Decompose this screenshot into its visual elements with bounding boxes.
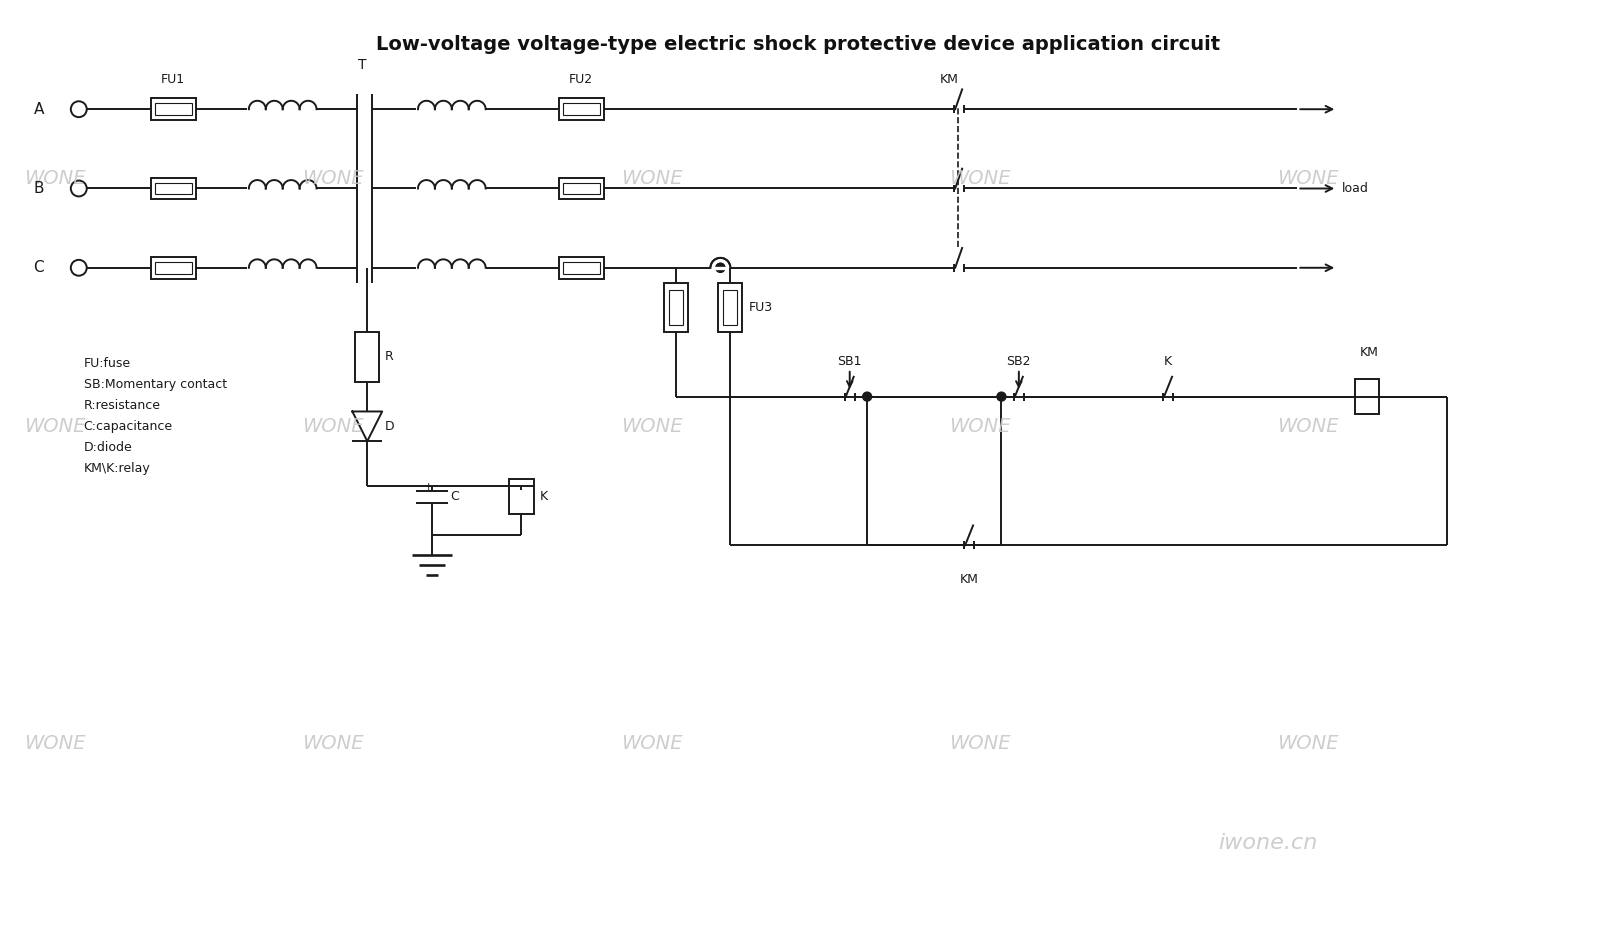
Text: K: K bbox=[1164, 356, 1172, 369]
Bar bbox=[559, 98, 604, 120]
Circle shape bbox=[715, 263, 725, 272]
Bar bbox=[559, 257, 604, 279]
Text: WONE: WONE bbox=[1278, 417, 1340, 436]
Text: KM: KM bbox=[939, 73, 958, 86]
Text: D: D bbox=[385, 419, 394, 432]
Bar bbox=[509, 480, 533, 514]
Text: FU2: FU2 bbox=[569, 73, 592, 86]
Text: WONE: WONE bbox=[24, 734, 86, 753]
Bar bbox=[562, 104, 599, 115]
Text: T: T bbox=[358, 57, 367, 71]
Text: Low-voltage voltage-type electric shock protective device application circuit: Low-voltage voltage-type electric shock … bbox=[377, 35, 1220, 54]
Text: WONE: WONE bbox=[621, 169, 682, 188]
Text: load: load bbox=[1341, 182, 1369, 195]
Text: C: C bbox=[34, 260, 45, 275]
Circle shape bbox=[997, 392, 1006, 401]
Text: +: + bbox=[425, 482, 434, 492]
Text: WONE: WONE bbox=[1278, 169, 1340, 188]
Bar bbox=[723, 290, 738, 325]
Bar bbox=[562, 182, 599, 194]
Text: WONE: WONE bbox=[949, 169, 1011, 188]
Text: FU3: FU3 bbox=[749, 301, 773, 314]
Bar bbox=[150, 178, 196, 199]
Text: iwone.cn: iwone.cn bbox=[1219, 832, 1318, 853]
Bar bbox=[155, 182, 192, 194]
Text: WONE: WONE bbox=[302, 734, 364, 753]
Text: SB1: SB1 bbox=[837, 356, 862, 369]
Bar bbox=[355, 332, 378, 382]
Text: R: R bbox=[385, 350, 394, 364]
Text: KM: KM bbox=[960, 573, 979, 586]
Text: FU1: FU1 bbox=[161, 73, 185, 86]
Bar bbox=[155, 262, 192, 274]
Text: WONE: WONE bbox=[24, 169, 86, 188]
Text: A: A bbox=[34, 102, 45, 117]
Circle shape bbox=[862, 392, 872, 401]
Circle shape bbox=[715, 263, 725, 272]
Bar bbox=[669, 290, 682, 325]
Bar bbox=[719, 282, 743, 332]
Text: KM: KM bbox=[1359, 345, 1378, 358]
Text: K: K bbox=[540, 490, 548, 503]
Bar bbox=[155, 104, 192, 115]
Text: WONE: WONE bbox=[302, 417, 364, 436]
Bar bbox=[559, 178, 604, 199]
Text: WONE: WONE bbox=[949, 734, 1011, 753]
Bar bbox=[664, 282, 688, 332]
Text: C: C bbox=[450, 490, 458, 503]
Bar bbox=[150, 257, 196, 279]
Text: WONE: WONE bbox=[302, 169, 364, 188]
Bar bbox=[562, 262, 599, 274]
Text: WONE: WONE bbox=[949, 417, 1011, 436]
Text: WONE: WONE bbox=[621, 734, 682, 753]
Text: B: B bbox=[34, 181, 45, 196]
Text: WONE: WONE bbox=[1278, 734, 1340, 753]
Text: SB2: SB2 bbox=[1006, 356, 1032, 369]
Bar bbox=[150, 98, 196, 120]
Text: WONE: WONE bbox=[621, 417, 682, 436]
Bar bbox=[1354, 380, 1380, 414]
Text: FU:fuse
SB:Momentary contact
R:resistance
C:capacitance
D:diode
KM\K:relay: FU:fuse SB:Momentary contact R:resistanc… bbox=[83, 357, 227, 475]
Text: WONE: WONE bbox=[24, 417, 86, 436]
